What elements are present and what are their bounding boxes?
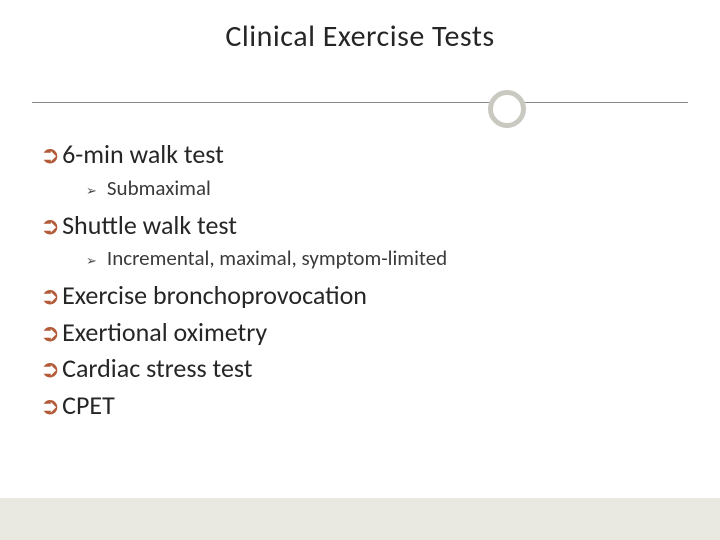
bullet-main-text: Cardiac stress test [62, 352, 252, 385]
arrow-curve-icon: ➲ [40, 395, 60, 419]
bullet-sub: ➢ Submaximal [86, 175, 680, 201]
content-area: ➲6-min walk test➢Submaximal➲Shuttle walk… [40, 138, 680, 425]
title-divider [0, 90, 720, 132]
bullet-main-text: 6-min walk test [62, 138, 224, 171]
bullet-sub-text: Incremental, maximal, symptom-limited [107, 245, 447, 271]
bullet-main-text: Exertional oximetry [62, 316, 267, 349]
arrow-curve-icon: ➲ [40, 285, 60, 309]
bullet-main: ➲CPET [40, 389, 680, 422]
bullet-sub: ➢ Incremental, maximal, symptom-limited [86, 245, 680, 271]
slide: Clinical Exercise Tests ➲6-min walk test… [0, 0, 720, 540]
bullet-main-text: Shuttle walk test [62, 209, 237, 242]
arrow-curve-icon: ➲ [40, 322, 60, 346]
bullet-main: ➲Exercise bronchoprovocation [40, 279, 680, 312]
bullet-main: ➲Shuttle walk test [40, 209, 680, 242]
arrow-curve-icon: ➲ [40, 144, 60, 168]
horizontal-line [32, 102, 688, 103]
bullet-main: ➲Exertional oximetry [40, 316, 680, 349]
arrow-curve-icon: ➲ [40, 358, 60, 382]
bullet-main-text: CPET [62, 389, 115, 422]
chevron-right-icon: ➢ [86, 184, 97, 199]
ring-icon [488, 90, 526, 128]
bullet-main: ➲6-min walk test [40, 138, 680, 171]
bullet-main: ➲Cardiac stress test [40, 352, 680, 385]
arrow-curve-icon: ➲ [40, 215, 60, 239]
chevron-right-icon: ➢ [86, 254, 97, 269]
bottom-bar [0, 498, 720, 540]
bullet-sub-text: Submaximal [107, 175, 211, 201]
bullet-main-text: Exercise bronchoprovocation [62, 279, 367, 312]
slide-title: Clinical Exercise Tests [0, 0, 720, 55]
